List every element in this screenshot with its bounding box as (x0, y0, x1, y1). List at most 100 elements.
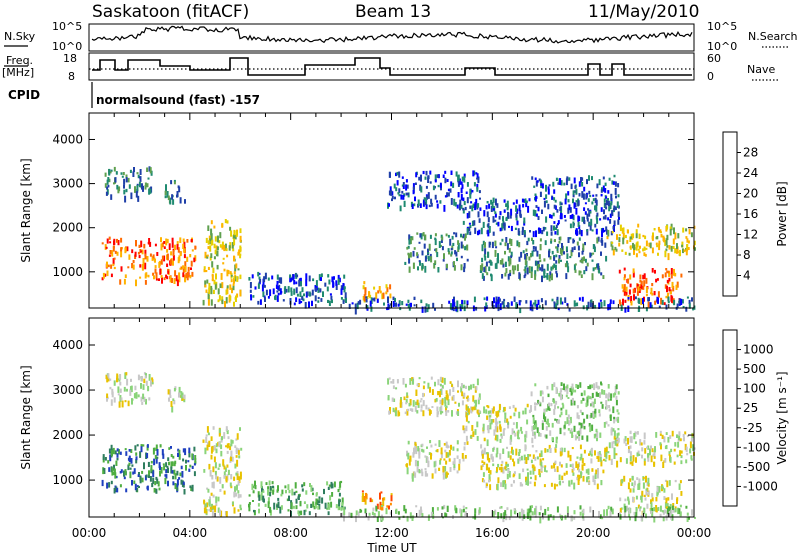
range-gate-cell (532, 454, 535, 459)
range-gate-cell (419, 184, 422, 191)
range-gate-cell (454, 401, 457, 404)
range-gate-cell (418, 470, 421, 474)
range-gate-cell (328, 504, 331, 510)
range-gate-cell (207, 299, 210, 306)
range-gate-cell (615, 453, 618, 456)
range-gate-cell (454, 202, 457, 207)
range-gate-cell (589, 506, 592, 513)
range-gate-cell (397, 410, 400, 417)
range-gate-cell (168, 447, 171, 450)
range-gate-cell (491, 241, 494, 249)
range-gate-cell (651, 511, 654, 517)
range-gate-cell (203, 500, 206, 505)
range-gate-cell (340, 480, 343, 484)
range-gate-cell (578, 468, 581, 473)
range-gate-cell (568, 420, 571, 425)
range-gate-cell (577, 200, 580, 206)
range-gate-cell (412, 183, 415, 190)
range-gate-cell (434, 238, 437, 246)
range-gate-cell (681, 299, 684, 304)
range-gate-cell (500, 435, 503, 439)
range-gate-cell (547, 393, 550, 398)
range-gate-cell (216, 476, 219, 482)
range-gate-cell (190, 486, 193, 491)
range-gate-cell (365, 298, 368, 303)
range-gate-cell (657, 297, 659, 304)
range-gate-cell (628, 252, 631, 256)
range-gate-cell (130, 378, 132, 382)
range-gate-cell (139, 451, 142, 458)
range-gate-cell (382, 292, 385, 299)
range-gate-cell (448, 251, 450, 255)
range-gate-cell (216, 264, 219, 270)
range-gate-cell (647, 445, 650, 450)
range-gate-cell (592, 194, 595, 197)
range-gate-cell (421, 250, 424, 256)
range-gate-cell (611, 241, 614, 244)
range-gate-cell (459, 306, 462, 312)
range-gate-cell (447, 234, 450, 238)
range-gate-cell (457, 242, 460, 250)
range-gate-cell (567, 414, 570, 420)
range-gate-cell (581, 216, 584, 222)
range-gate-cell (670, 245, 673, 252)
range-gate-cell (601, 389, 604, 395)
range-gate-cell (537, 206, 540, 212)
range-gate-cell (263, 498, 265, 503)
range-gate-cell (131, 464, 134, 467)
range-gate-cell (592, 475, 595, 483)
range-gate-cell (238, 249, 241, 254)
range-gate-cell (588, 423, 591, 427)
range-gate-cell (460, 255, 463, 259)
range-gate-cell (480, 465, 483, 471)
range-gate-cell (422, 385, 425, 390)
range-gate-cell (486, 211, 489, 218)
range-gate-cell (597, 263, 600, 270)
range-gate-cell (535, 213, 538, 217)
range-gate-cell (178, 386, 181, 393)
range-gate-cell (602, 185, 605, 192)
range-gate-cell (313, 506, 316, 510)
range-gate-cell (616, 433, 619, 439)
range-gate-cell (438, 440, 441, 447)
range-gate-cell (426, 307, 429, 313)
range-gate-cell (598, 451, 601, 455)
range-gate-cell (213, 256, 216, 260)
range-gate-cell (592, 410, 595, 418)
range-gate-cell (570, 428, 573, 432)
scatter-region (405, 440, 469, 482)
range-gate-cell (428, 204, 431, 208)
range-gate-cell (578, 237, 581, 241)
range-gate-cell (597, 468, 599, 475)
range-gate-cell (495, 422, 498, 428)
range-gate-cell (432, 302, 435, 308)
range-gate-cell (310, 485, 313, 492)
range-gate-cell (149, 167, 152, 174)
range-gate-cell (343, 515, 345, 522)
range-gate-cell (445, 233, 448, 237)
range-gate-cell (499, 506, 501, 509)
range-gate-cell (637, 248, 640, 251)
range-gate-cell (229, 482, 232, 487)
range-gate-cell (525, 457, 528, 464)
range-gate-cell (146, 453, 149, 459)
range-gate-cell (422, 199, 425, 204)
range-gate-cell (396, 379, 399, 384)
range-gate-cell (490, 206, 493, 212)
range-gate-cell (154, 258, 156, 263)
range-gate-cell (226, 430, 229, 435)
range-gate-cell (219, 509, 221, 516)
range-gate-cell (269, 491, 272, 497)
range-gate-cell (295, 505, 298, 510)
plot-background (89, 318, 694, 517)
range-gate-cell (513, 296, 516, 302)
range-gate-cell (109, 171, 112, 174)
range-gate-cell (160, 237, 162, 243)
cpid-label: CPID (8, 88, 40, 102)
range-gate-cell (449, 389, 451, 396)
nsky-trace (91, 25, 693, 44)
range-gate-cell (534, 210, 537, 217)
range-gate-cell (477, 409, 480, 415)
range-gate-cell (507, 421, 510, 425)
range-gate-cell (221, 245, 224, 250)
